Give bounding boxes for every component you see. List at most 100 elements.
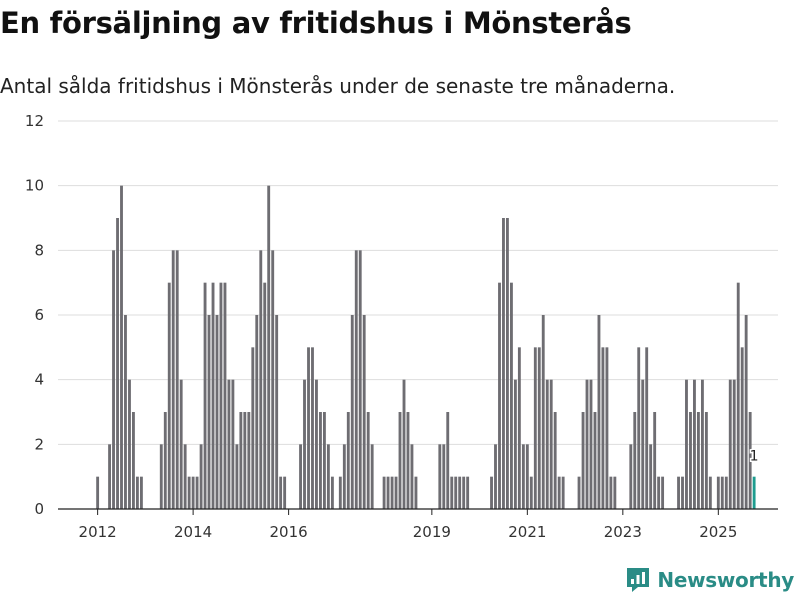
bar[interactable]	[466, 476, 470, 509]
bar[interactable]	[724, 476, 728, 509]
bar[interactable]	[195, 476, 199, 509]
bar[interactable]	[653, 412, 657, 509]
bar[interactable]	[279, 476, 283, 509]
bar[interactable]	[577, 476, 581, 509]
bar[interactable]	[613, 476, 617, 509]
bar[interactable]	[207, 315, 211, 509]
bar[interactable]	[505, 218, 509, 509]
bar[interactable]	[116, 218, 119, 509]
bar[interactable]	[601, 347, 605, 509]
bar[interactable]	[637, 347, 641, 509]
bar[interactable]	[338, 476, 342, 509]
bar[interactable]	[358, 250, 362, 510]
bar[interactable]	[553, 412, 557, 509]
bar[interactable]	[633, 412, 637, 509]
bar[interactable]	[748, 412, 752, 509]
bar[interactable]	[259, 250, 263, 510]
bar[interactable]	[299, 444, 302, 509]
bar[interactable]	[167, 282, 171, 509]
bar[interactable]	[589, 379, 593, 509]
bar[interactable]	[330, 476, 334, 509]
bar[interactable]	[235, 444, 239, 509]
bar[interactable]	[247, 412, 251, 509]
bar[interactable]	[454, 476, 458, 509]
bar[interactable]	[629, 444, 633, 509]
bar[interactable]	[386, 476, 390, 509]
bar[interactable]	[693, 379, 696, 509]
bar[interactable]	[171, 250, 175, 510]
bar[interactable]	[517, 347, 521, 509]
bar[interactable]	[490, 476, 493, 509]
bar[interactable]	[219, 282, 223, 509]
bar[interactable]	[732, 379, 736, 509]
bar[interactable]	[342, 444, 346, 509]
bar[interactable]	[740, 347, 744, 509]
bar[interactable]	[271, 250, 275, 510]
bar[interactable]	[175, 250, 179, 510]
bar[interactable]	[191, 476, 195, 509]
bar[interactable]	[446, 412, 450, 509]
bar[interactable]	[322, 412, 326, 509]
bar[interactable]	[243, 412, 247, 509]
bar[interactable]	[696, 412, 700, 509]
bar[interactable]	[661, 476, 665, 509]
bar[interactable]	[736, 282, 740, 509]
bar[interactable]	[124, 315, 127, 509]
bar[interactable]	[251, 347, 255, 509]
bar[interactable]	[593, 412, 597, 509]
bar[interactable]	[597, 315, 601, 509]
bar[interactable]	[179, 379, 183, 509]
bar[interactable]	[215, 315, 219, 509]
bar[interactable]	[442, 444, 446, 509]
bar[interactable]	[326, 444, 330, 509]
bar[interactable]	[677, 476, 680, 509]
bar[interactable]	[311, 347, 314, 509]
bar[interactable]	[203, 282, 207, 509]
bar[interactable]	[239, 412, 243, 509]
bar[interactable]	[370, 444, 374, 509]
bar[interactable]	[525, 444, 529, 509]
bar[interactable]	[410, 444, 414, 509]
bar[interactable]	[231, 379, 235, 509]
bar[interactable]	[585, 379, 589, 509]
bar[interactable]	[728, 379, 732, 509]
latest-bar[interactable]	[752, 476, 756, 509]
bar[interactable]	[581, 412, 585, 509]
bar[interactable]	[366, 412, 370, 509]
bar[interactable]	[350, 315, 354, 509]
bar[interactable]	[382, 476, 386, 509]
bar[interactable]	[159, 444, 163, 509]
bar[interactable]	[438, 444, 442, 509]
bar[interactable]	[108, 444, 111, 509]
bar[interactable]	[319, 412, 322, 509]
bar[interactable]	[557, 476, 561, 509]
bar[interactable]	[529, 476, 533, 509]
bar[interactable]	[545, 379, 549, 509]
bar[interactable]	[346, 412, 350, 509]
bar[interactable]	[354, 250, 358, 510]
bar[interactable]	[128, 379, 131, 509]
bar[interactable]	[657, 476, 661, 509]
bar[interactable]	[561, 476, 565, 509]
bar[interactable]	[649, 444, 653, 509]
bar[interactable]	[283, 476, 287, 509]
bar[interactable]	[112, 250, 115, 510]
bar[interactable]	[223, 282, 227, 509]
bar[interactable]	[744, 315, 748, 509]
bar[interactable]	[120, 185, 123, 509]
bar[interactable]	[267, 185, 271, 509]
bar[interactable]	[139, 476, 143, 509]
bar[interactable]	[541, 315, 545, 509]
bar[interactable]	[163, 412, 167, 509]
bar[interactable]	[211, 282, 215, 509]
bar[interactable]	[537, 347, 541, 509]
bar[interactable]	[549, 379, 553, 509]
bar[interactable]	[362, 315, 366, 509]
bar[interactable]	[402, 379, 406, 509]
bar[interactable]	[513, 379, 517, 509]
bar[interactable]	[307, 347, 310, 509]
bar[interactable]	[704, 412, 708, 509]
bar[interactable]	[609, 476, 613, 509]
bar[interactable]	[398, 412, 402, 509]
bar[interactable]	[510, 282, 513, 509]
